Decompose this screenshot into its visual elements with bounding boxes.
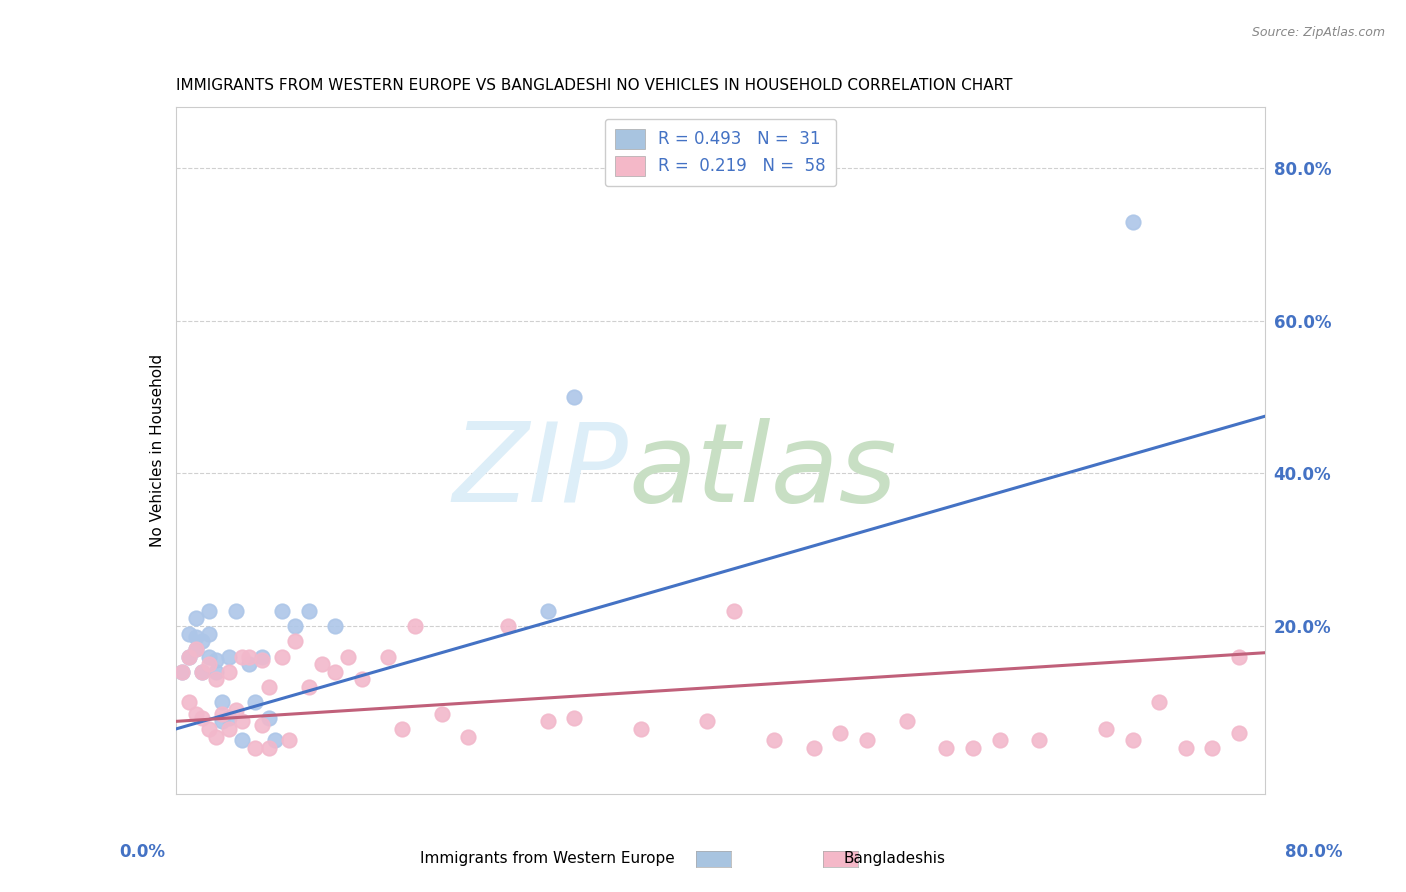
Point [1028, 733, 1050, 747]
Text: Bangladeshis: Bangladeshis [844, 851, 946, 865]
Point [337, 649, 360, 664]
Point [988, 733, 1011, 747]
Point [204, 653, 226, 667]
Text: Source: ZipAtlas.com: Source: ZipAtlas.com [1251, 26, 1385, 39]
Point [1095, 722, 1118, 736]
Point [250, 653, 273, 667]
Point [723, 604, 745, 618]
Point [311, 657, 333, 672]
Point [231, 714, 253, 729]
Point [377, 649, 399, 664]
Point [271, 604, 294, 618]
Point [1121, 214, 1143, 228]
Point [284, 619, 307, 633]
Point [177, 649, 200, 664]
Point [430, 706, 453, 721]
Point [211, 695, 233, 709]
Point [298, 604, 321, 618]
Point [218, 649, 240, 664]
Point [1201, 741, 1223, 756]
Point [496, 619, 519, 633]
Point [830, 726, 852, 740]
Point [177, 695, 200, 709]
Point [298, 680, 321, 694]
Point [198, 649, 221, 664]
Text: Immigrants from Western Europe: Immigrants from Western Europe [420, 851, 675, 865]
Point [184, 611, 207, 625]
Point [245, 695, 267, 709]
Point [211, 714, 233, 729]
Point [204, 673, 226, 687]
Point [184, 706, 207, 721]
Point [184, 631, 207, 645]
Point [457, 730, 479, 744]
Point [238, 649, 260, 664]
Point [172, 665, 194, 679]
Point [231, 733, 253, 747]
Point [245, 741, 267, 756]
Point [191, 665, 214, 679]
Point [257, 741, 280, 756]
Legend: R = 0.493   N =  31, R =  0.219   N =  58: R = 0.493 N = 31, R = 0.219 N = 58 [605, 119, 837, 186]
Point [204, 730, 226, 744]
Point [803, 741, 825, 756]
Point [277, 733, 299, 747]
Point [191, 665, 214, 679]
Point [172, 665, 194, 679]
Point [284, 634, 307, 648]
Point [391, 722, 413, 736]
Text: IMMIGRANTS FROM WESTERN EUROPE VS BANGLADESHI NO VEHICLES IN HOUSEHOLD CORRELATI: IMMIGRANTS FROM WESTERN EUROPE VS BANGLA… [176, 78, 1012, 94]
Point [250, 718, 273, 732]
Text: 0.0%: 0.0% [120, 843, 166, 861]
Point [225, 604, 247, 618]
Point [896, 714, 918, 729]
Point [225, 703, 247, 717]
Point [191, 710, 214, 724]
Point [198, 657, 221, 672]
Point [218, 710, 240, 724]
Point [323, 665, 346, 679]
Point [250, 649, 273, 664]
Point [935, 741, 957, 756]
Point [323, 619, 346, 633]
Point [762, 733, 785, 747]
Point [191, 634, 214, 648]
Point [218, 665, 240, 679]
Text: 80.0%: 80.0% [1285, 843, 1343, 861]
Text: atlas: atlas [628, 417, 897, 524]
Point [1121, 733, 1143, 747]
Point [257, 710, 280, 724]
Point [350, 673, 373, 687]
Point [198, 626, 221, 640]
Point [218, 722, 240, 736]
Point [537, 714, 560, 729]
Point [1227, 726, 1250, 740]
Point [855, 733, 877, 747]
Point [564, 710, 586, 724]
Point [696, 714, 718, 729]
Point [271, 649, 294, 664]
Point [184, 641, 207, 656]
Point [177, 649, 200, 664]
Point [1227, 649, 1250, 664]
Point [257, 680, 280, 694]
Point [177, 626, 200, 640]
Point [211, 706, 233, 721]
Point [231, 649, 253, 664]
Point [264, 733, 287, 747]
Point [962, 741, 984, 756]
Point [184, 641, 207, 656]
Point [198, 722, 221, 736]
Point [198, 604, 221, 618]
Point [564, 390, 586, 404]
Point [204, 665, 226, 679]
Point [404, 619, 426, 633]
Point [537, 604, 560, 618]
Y-axis label: No Vehicles in Household: No Vehicles in Household [149, 354, 165, 547]
Text: ZIP: ZIP [453, 417, 628, 524]
Point [630, 722, 652, 736]
Point [1147, 695, 1170, 709]
Point [1174, 741, 1197, 756]
Point [238, 657, 260, 672]
